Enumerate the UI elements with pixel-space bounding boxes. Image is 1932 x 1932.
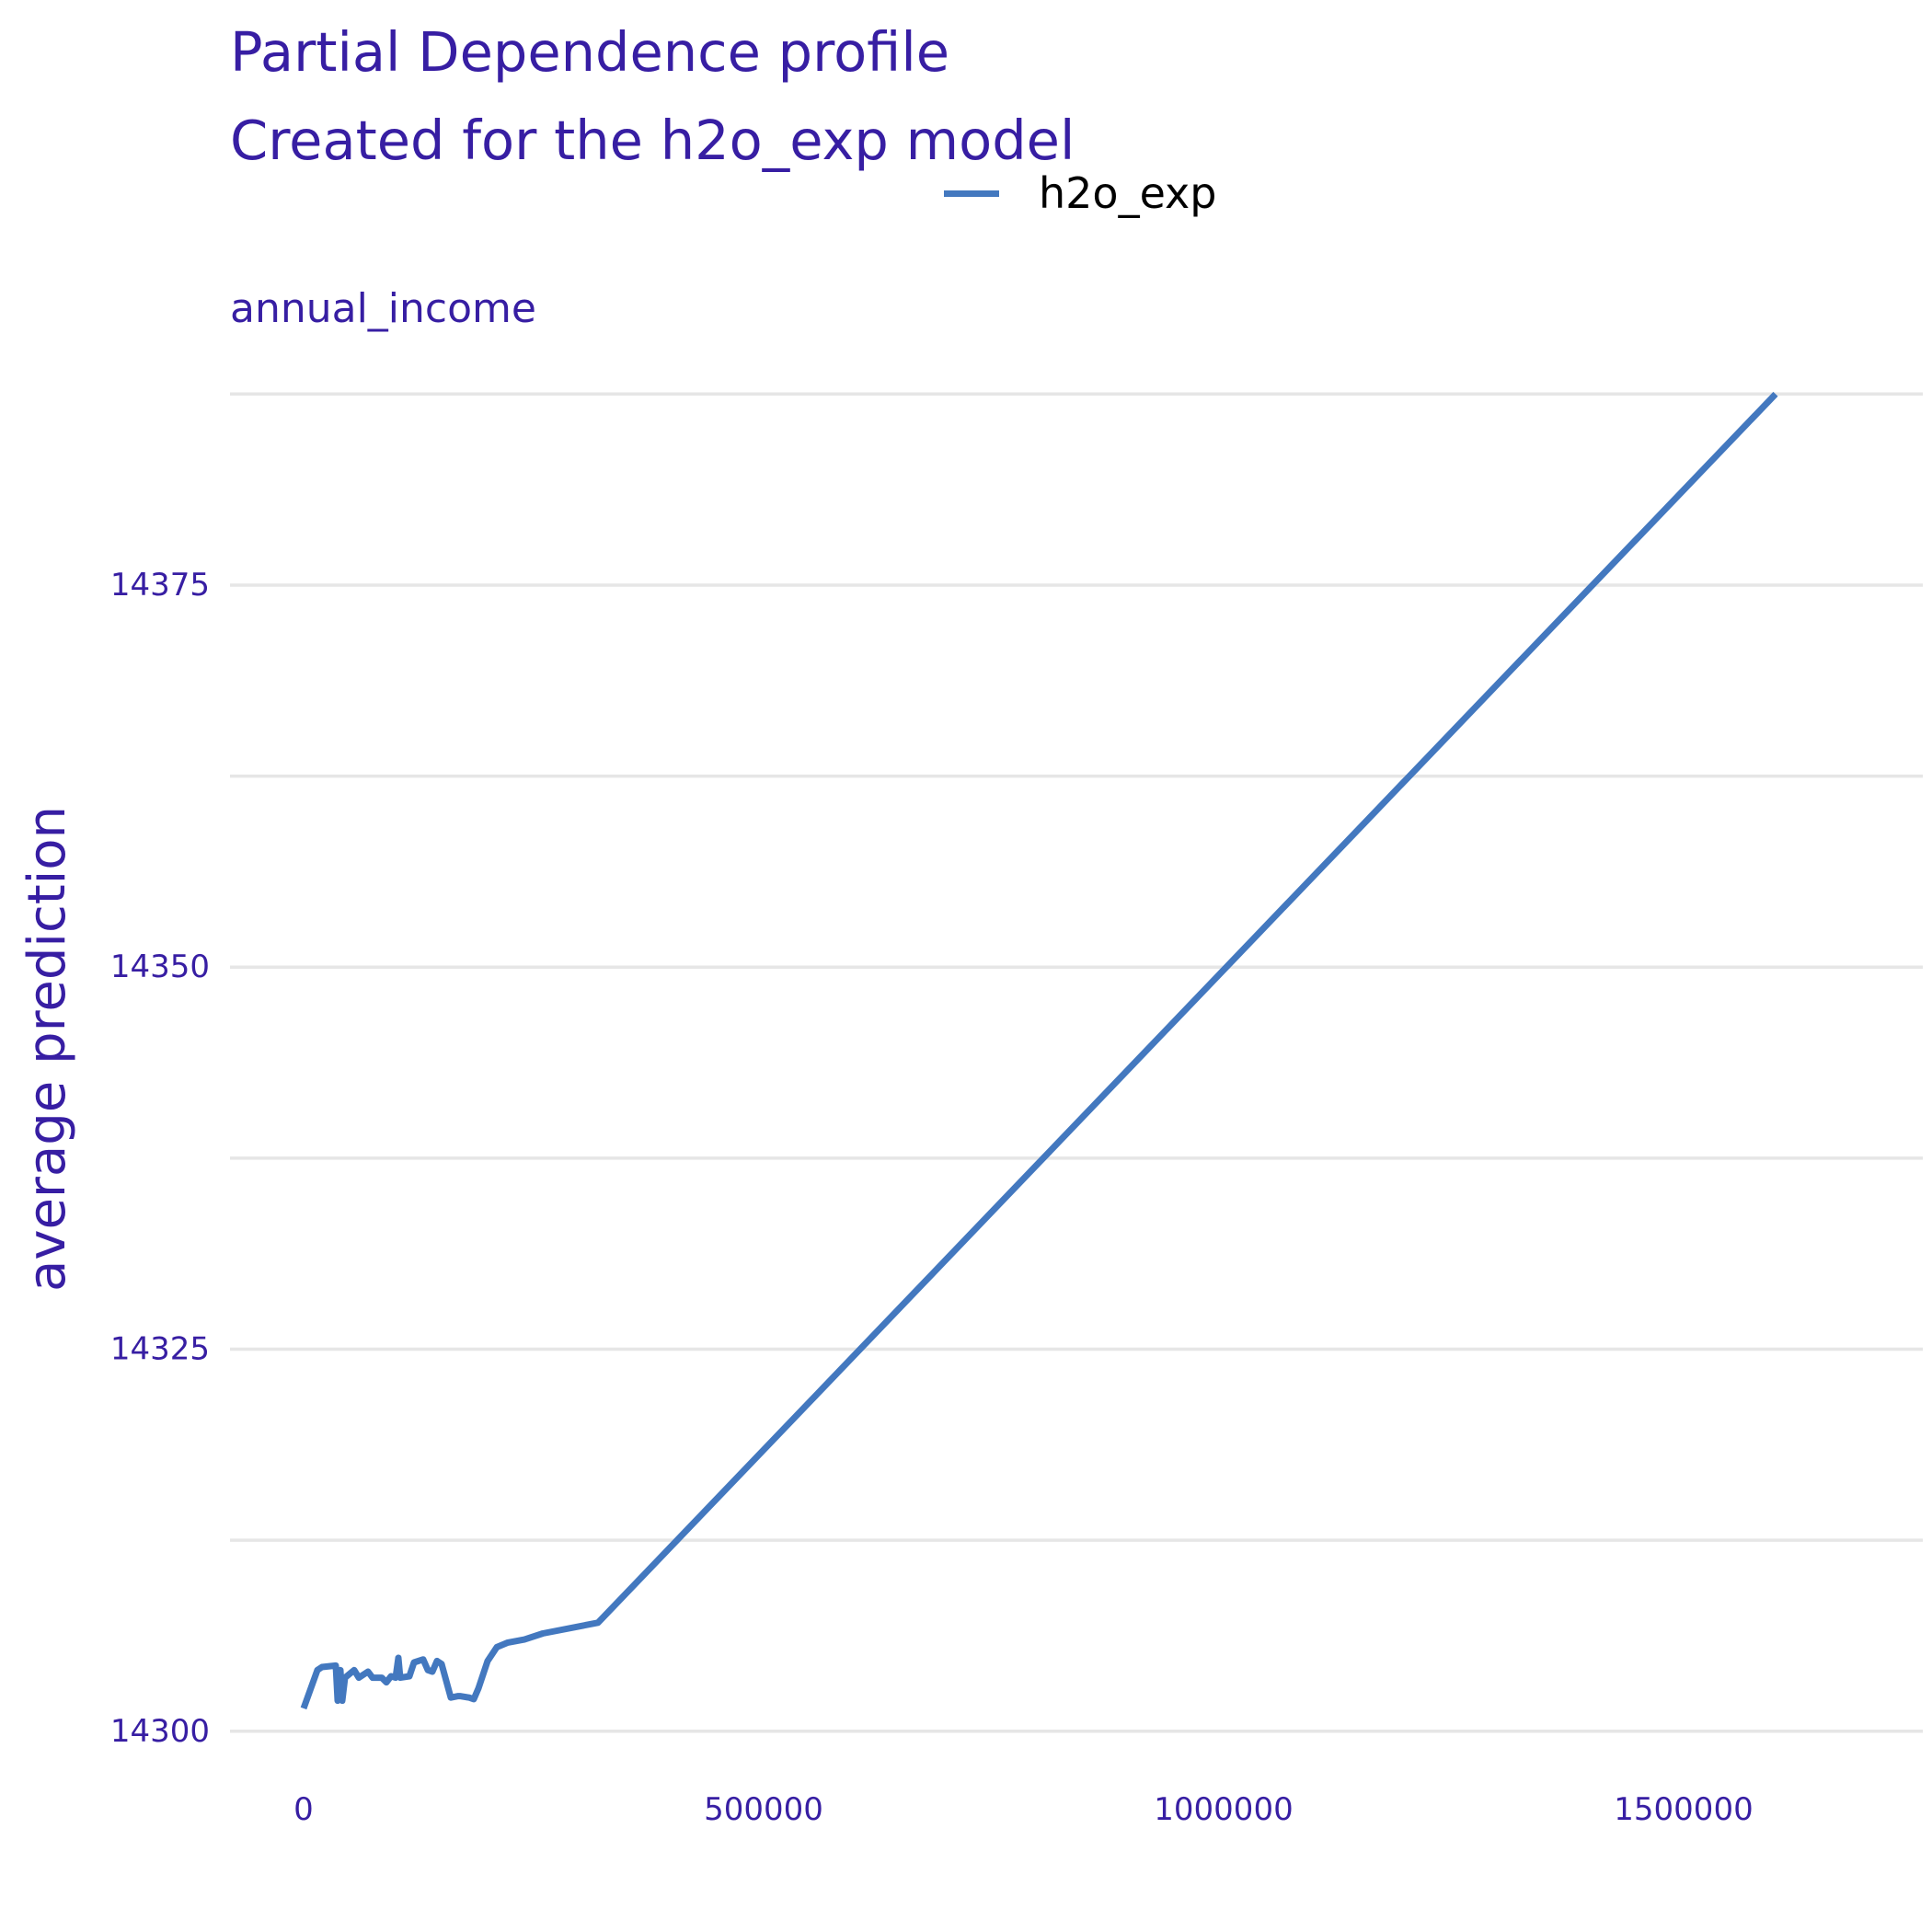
facet-label: annual_income <box>230 285 536 332</box>
series-line-h2o_exp <box>300 391 1778 1710</box>
x-tick-label: 1500000 <box>1614 1791 1753 1828</box>
y-tick-label: 14375 <box>110 567 210 604</box>
legend: h2o_exp <box>944 166 1216 221</box>
x-tick-label: 1000000 <box>1154 1791 1293 1828</box>
gridlines <box>230 392 1923 1733</box>
y-tick-label: 14300 <box>110 1713 210 1750</box>
series-layer <box>300 391 1778 1710</box>
chart-subtitle: Created for the h2o_exp model <box>230 109 1075 172</box>
legend-label: h2o_exp <box>1039 168 1217 218</box>
x-tick-label: 500000 <box>704 1791 823 1828</box>
y-tick-label: 14350 <box>110 949 210 985</box>
y-tick-label: 14325 <box>110 1331 210 1368</box>
chart-title: Partial Dependence profile <box>230 20 950 84</box>
x-tick-labels: 0 500000 1000000 1500000 <box>293 1791 1754 1828</box>
legend-swatch <box>944 190 999 197</box>
y-axis-label: average prediction <box>17 806 77 1292</box>
x-tick-label: 0 <box>293 1791 314 1828</box>
y-tick-labels: 14300 14325 14350 14375 <box>110 567 210 1750</box>
